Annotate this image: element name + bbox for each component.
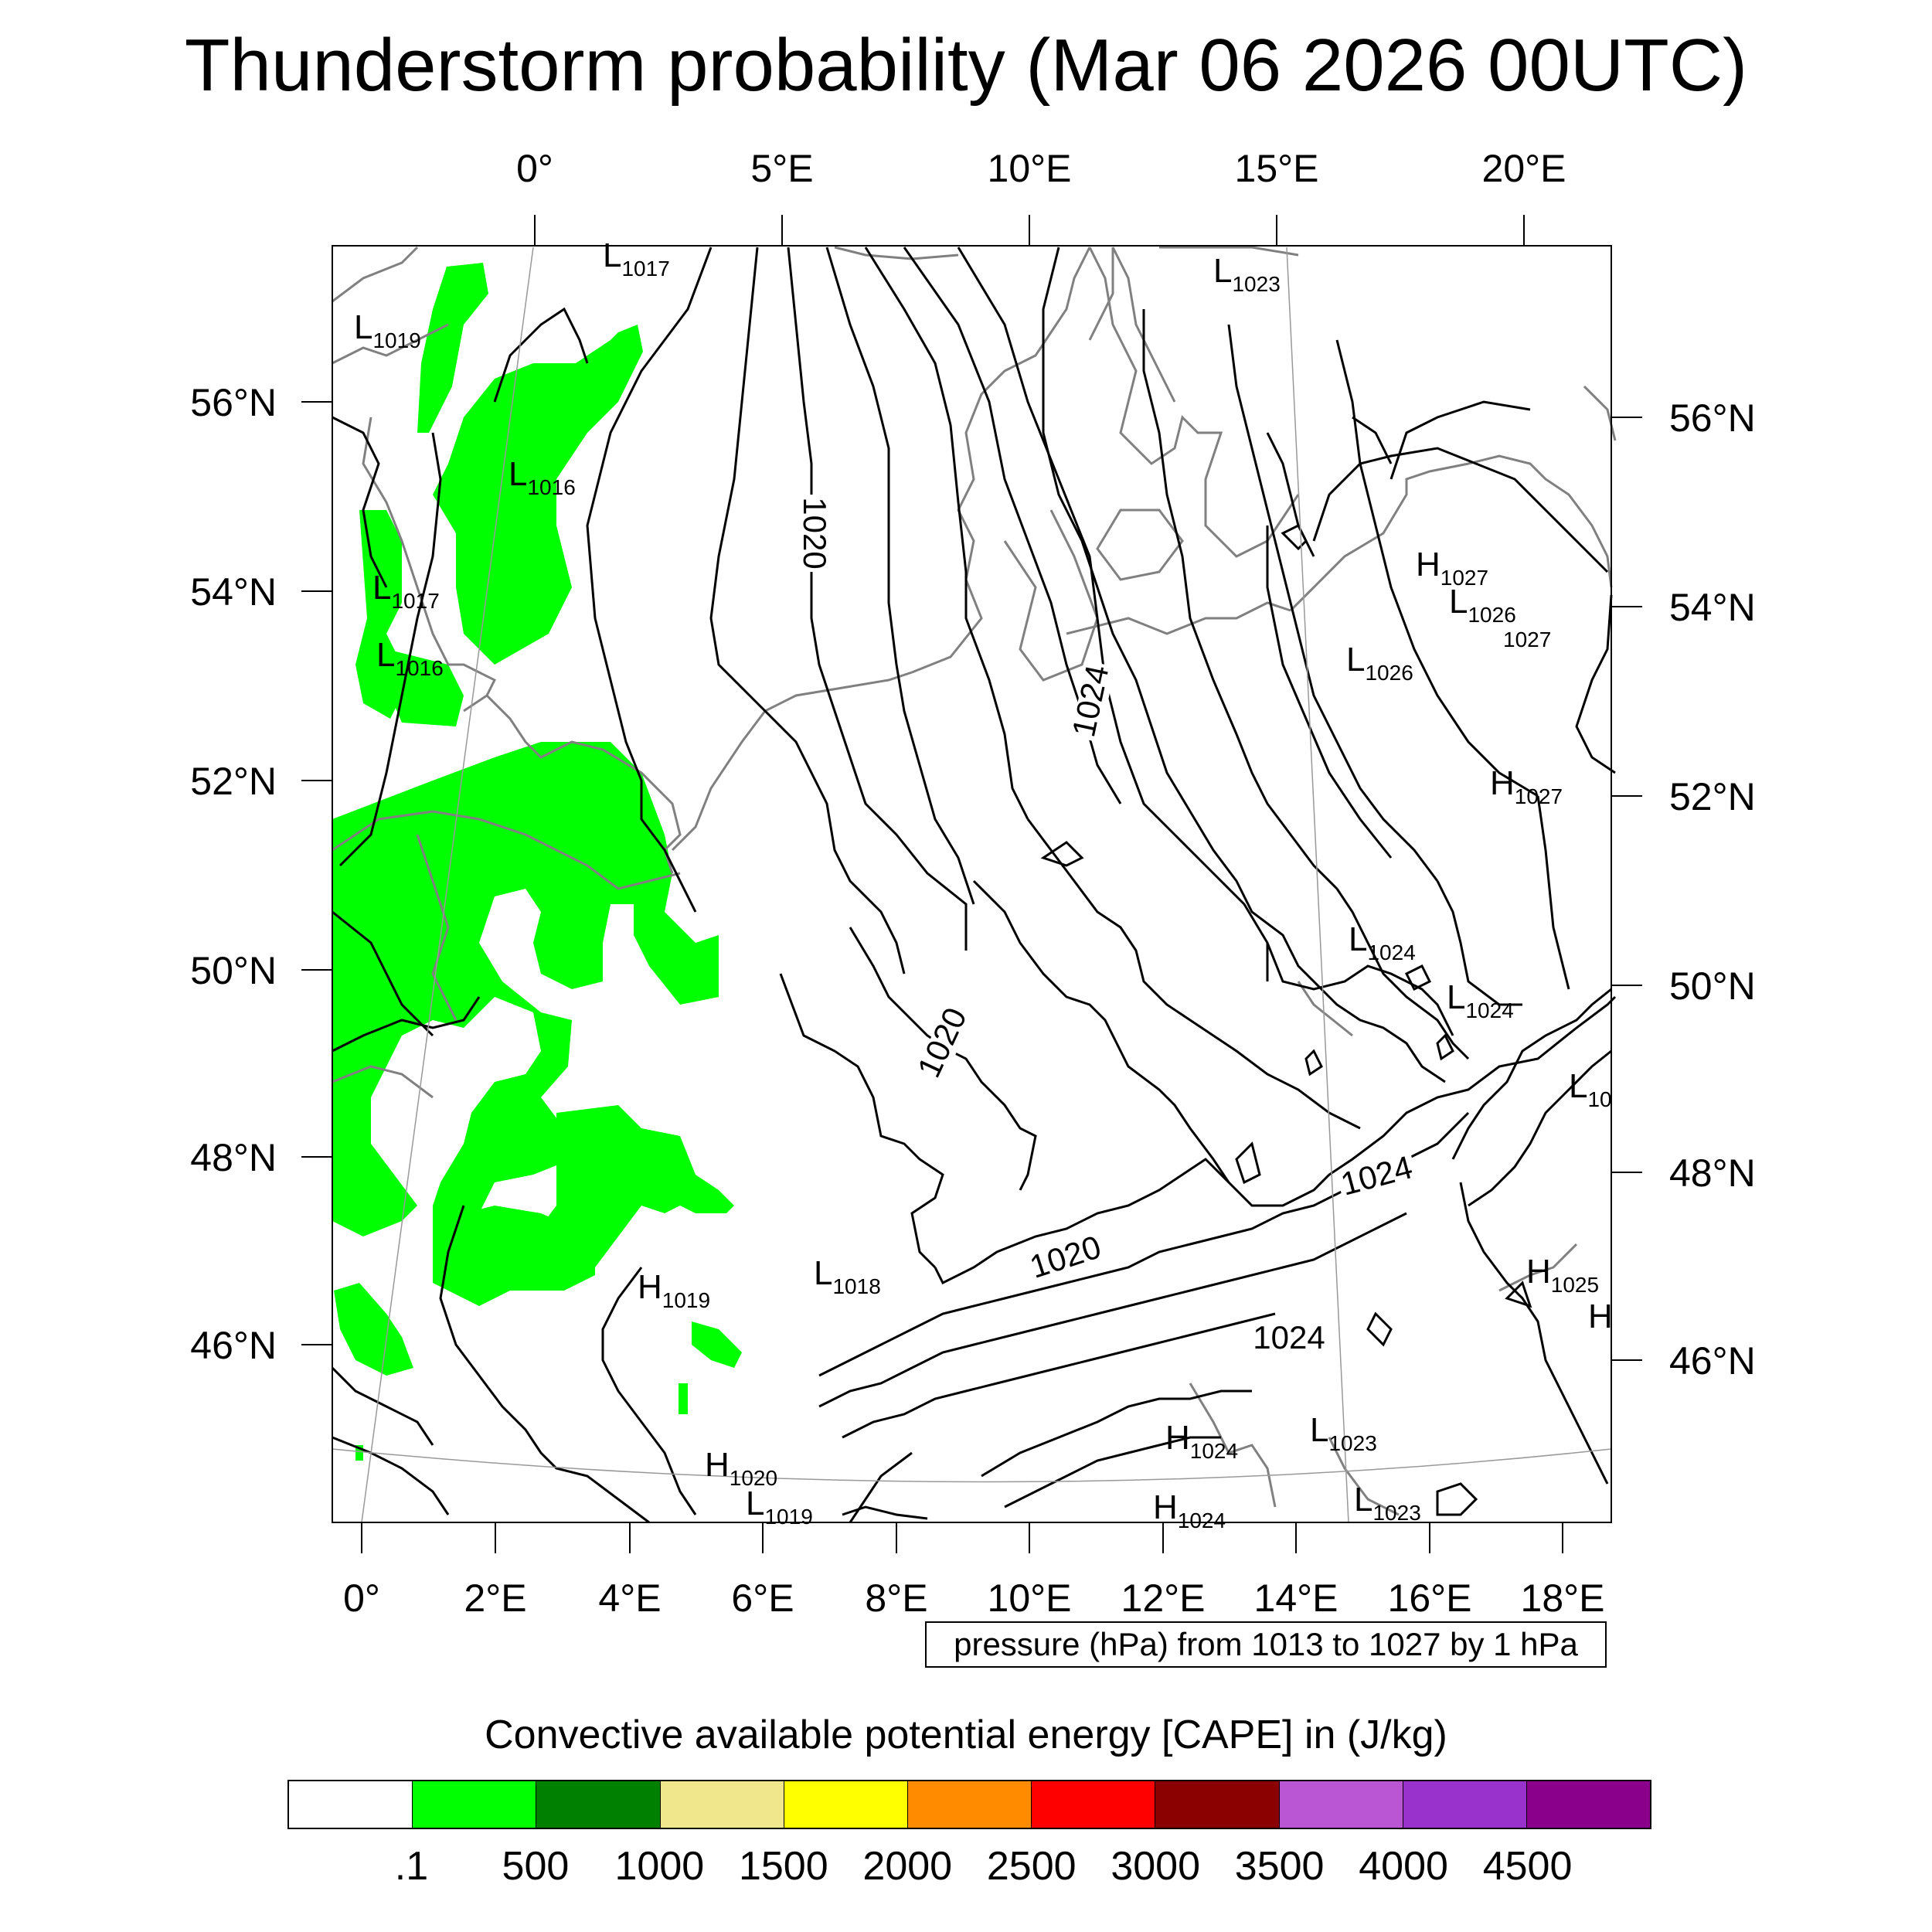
- right-lat-label: 54°N: [1669, 586, 1756, 629]
- pressure-center-label: H1020: [705, 1446, 777, 1490]
- right-lat-label: 56°N: [1669, 396, 1756, 440]
- bottom-lon-labels: 0° 2°E 4°E 6°E 8°E 10°E 12°E 14°E 16°E 1…: [343, 1577, 1604, 1620]
- contour-label: 1024: [1337, 1148, 1416, 1202]
- pressure-center-label: H1027: [1416, 546, 1488, 590]
- top-lon-label: 15°E: [1235, 147, 1319, 190]
- colorbar-label: 3500: [1234, 1844, 1325, 1889]
- colorbar-swatch: [289, 1781, 413, 1828]
- map-title: Thunderstorm probability (Mar 06 2026 00…: [184, 24, 1748, 107]
- isobars: [331, 247, 1617, 1524]
- pressure-center-label: L10: [1569, 1067, 1612, 1111]
- pressure-center-label: L1019: [746, 1485, 813, 1529]
- colorbar-swatch: [1403, 1781, 1527, 1828]
- left-lat-label: 46°N: [190, 1324, 277, 1367]
- pressure-center-label: H1024: [1165, 1419, 1238, 1463]
- colorbar-swatch: [1155, 1781, 1280, 1828]
- top-lon-label: 5°E: [750, 147, 813, 190]
- bottom-lon-label: 8°E: [865, 1577, 927, 1620]
- bottom-lon-label: 4°E: [598, 1577, 661, 1620]
- left-lat-label: 54°N: [190, 570, 277, 614]
- left-lat-label: 48°N: [190, 1136, 277, 1179]
- colorbar-label: 2000: [862, 1844, 953, 1889]
- pressure-center-label: L1018: [814, 1254, 881, 1298]
- bottom-lon-label: 2°E: [464, 1577, 526, 1620]
- colorbar-label: 500: [502, 1844, 570, 1889]
- colorbar-swatch: [660, 1781, 784, 1828]
- top-lon-label: 0°: [516, 147, 553, 190]
- pressure-center-label: L1026: [1449, 583, 1516, 627]
- left-lat-label: 52°N: [190, 760, 277, 803]
- pressure-center-label: L1019: [354, 308, 421, 352]
- pressure-center-label: L1016: [509, 455, 576, 499]
- colorbar-label: .1: [394, 1844, 429, 1889]
- colorbar-label: 4000: [1359, 1844, 1448, 1889]
- pressure-note: pressure (hPa) from 1013 to 1027 by 1 hP…: [925, 1621, 1607, 1668]
- left-lat-labels: 56°N 54°N 52°N 50°N 48°N 46°N: [190, 381, 277, 1367]
- colorbar-swatch: [1279, 1781, 1403, 1828]
- colorbar-swatch: [784, 1781, 908, 1828]
- contour-label: 1020: [797, 497, 833, 569]
- cape-colorbar: [287, 1780, 1651, 1829]
- pressure-center-label: L1023: [1310, 1411, 1377, 1455]
- bottom-lon-label: 18°E: [1521, 1577, 1605, 1620]
- pressure-center-label: L1017: [603, 236, 670, 281]
- top-lon-label: 20°E: [1482, 147, 1566, 190]
- pressure-center-label: 1027: [1503, 628, 1551, 651]
- right-lat-label: 50°N: [1669, 964, 1756, 1008]
- pressure-center-label: L1024: [1349, 920, 1416, 964]
- right-lat-label: 46°N: [1669, 1339, 1756, 1383]
- right-lat-labels: 56°N 54°N 52°N 50°N 48°N 46°N: [1669, 396, 1756, 1383]
- colorbar-swatch: [1032, 1781, 1156, 1828]
- pressure-center-label: H: [1588, 1298, 1613, 1335]
- pressure-center-label: L1016: [376, 636, 444, 680]
- bottom-lon-label: 14°E: [1254, 1577, 1338, 1620]
- cape-shading: [332, 263, 742, 1461]
- contour-label: 1020: [910, 1002, 974, 1083]
- bottom-lon-label: 16°E: [1388, 1577, 1472, 1620]
- top-lon-labels: 0° 5°E 10°E 15°E 20°E: [516, 147, 1566, 190]
- pressure-center-label: L1026: [1346, 641, 1413, 685]
- contour-labels: 1020 1024 1020 1024 1020 1024: [797, 495, 1419, 1355]
- colorbar-swatch: [1526, 1781, 1651, 1828]
- left-lat-label: 50°N: [190, 949, 277, 992]
- colorbar-label: 2500: [986, 1844, 1077, 1889]
- graticule: [332, 247, 1612, 1523]
- colorbar-label: 1000: [614, 1844, 705, 1889]
- colorbar-swatch: [907, 1781, 1032, 1828]
- right-lat-label: 52°N: [1669, 775, 1756, 818]
- pressure-center-label: L1023: [1213, 252, 1281, 296]
- pressure-center-label: L1017: [372, 569, 440, 613]
- top-lon-label: 10°E: [988, 147, 1072, 190]
- bottom-lon-label: 6°E: [731, 1577, 794, 1620]
- pressure-center-label: L1023: [1354, 1481, 1421, 1525]
- right-lat-label: 48°N: [1669, 1151, 1756, 1195]
- contour-label: 1024: [1065, 662, 1115, 740]
- pressure-center-label: L1024: [1447, 978, 1514, 1022]
- pressure-center-label: H1025: [1526, 1253, 1599, 1297]
- colorbar-swatch: [413, 1781, 537, 1828]
- pressure-center-label: H1027: [1490, 764, 1563, 808]
- bottom-lon-label: 0°: [343, 1577, 380, 1620]
- bottom-lon-label: 12°E: [1121, 1577, 1206, 1620]
- colorbar-label: 1500: [738, 1844, 828, 1889]
- pressure-center-label: H1024: [1153, 1488, 1226, 1532]
- colorbar-label: 3000: [1111, 1844, 1201, 1889]
- colorbar-title: Convective available potential energy [C…: [485, 1713, 1447, 1757]
- left-lat-label: 56°N: [190, 381, 277, 424]
- map-frame: [332, 245, 1612, 1523]
- tick-marks: [301, 215, 1642, 1553]
- pressure-centers: L1017L1019L1016L1017L1016L1023H1027L1026…: [354, 236, 1613, 1532]
- contour-label: 1024: [1253, 1319, 1325, 1355]
- colorbar-swatch: [536, 1781, 661, 1828]
- colorbar-label: 4500: [1482, 1844, 1573, 1889]
- bottom-lon-label: 10°E: [988, 1577, 1072, 1620]
- pressure-center-label: H1019: [638, 1268, 710, 1312]
